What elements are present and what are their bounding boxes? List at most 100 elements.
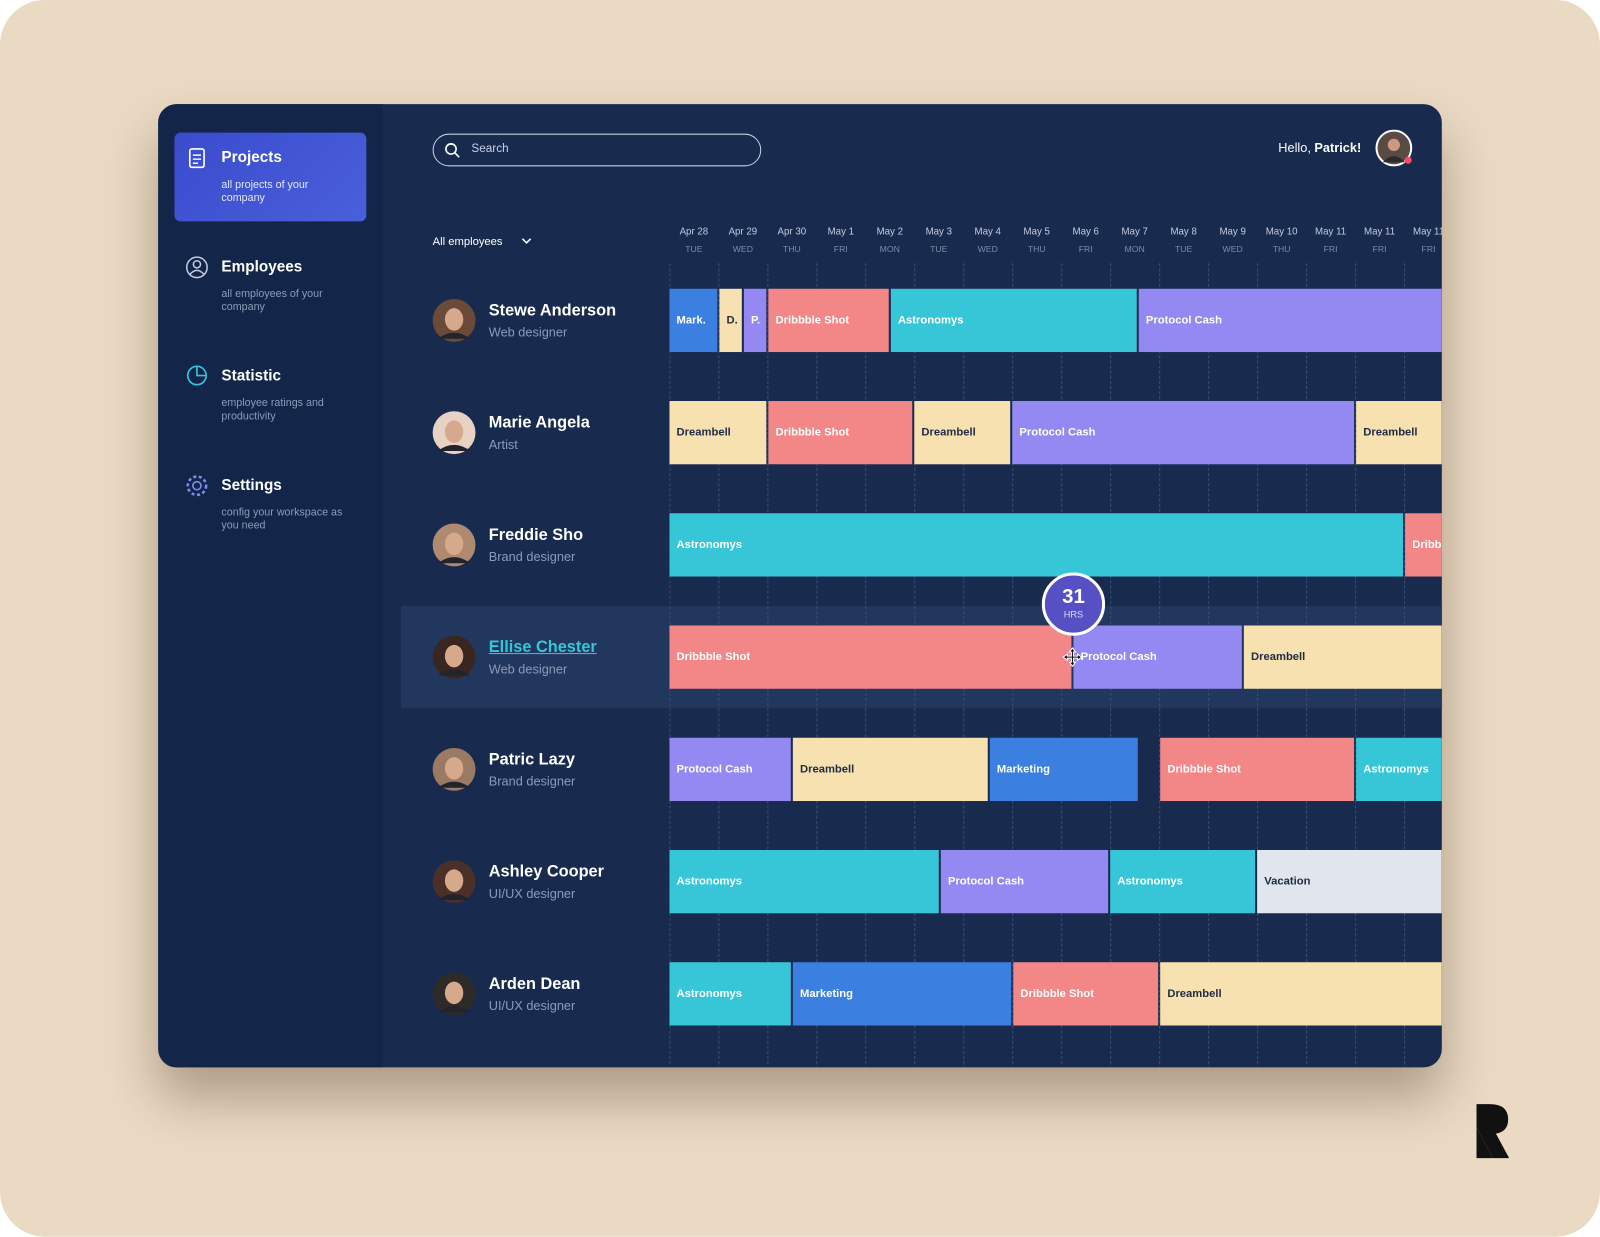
sidebar [158, 104, 383, 1068]
task-bar[interactable]: Marketing [989, 737, 1138, 802]
date-label: May 6 [1072, 226, 1099, 238]
task-bar[interactable]: Astronomys [1110, 849, 1256, 914]
search-box[interactable] [432, 133, 762, 167]
employee-name[interactable]: Stewe Anderson [488, 302, 617, 320]
user-name: Patrick! [1314, 140, 1362, 156]
task-bar[interactable]: Dribbble Shot [768, 401, 913, 465]
greeting-text: Hello, [1278, 140, 1315, 156]
task-bar[interactable]: Astronomys [669, 962, 791, 1026]
task-bar[interactable]: Protocol Cash [1012, 401, 1355, 465]
day-label: WED [732, 243, 753, 255]
dropdown-chevron[interactable] [520, 237, 532, 247]
date-label: May 9 [1219, 226, 1246, 238]
employee-role: Artist [488, 437, 518, 453]
task-bar[interactable]: Protocol Cash [1073, 625, 1242, 689]
task-bar[interactable]: Dreambell [914, 401, 1011, 465]
task-bar[interactable]: Astronomys [669, 513, 1404, 577]
task-bar[interactable]: Mark. [669, 288, 718, 353]
task-bar[interactable]: Astronomys [669, 849, 939, 914]
employee-role: Brand designer [488, 774, 576, 789]
hours-badge: 31 HRS [1041, 572, 1106, 636]
day-label: WED [977, 243, 998, 255]
employee-name[interactable]: Freddie Sho [488, 526, 584, 544]
day-label: FRI [1078, 243, 1093, 255]
avatar [432, 860, 476, 904]
hours-unit: HRS [1063, 609, 1084, 620]
task-bar[interactable]: Astronomys [890, 288, 1137, 353]
date-label: May 3 [925, 226, 952, 238]
date-label: May 11 [1364, 226, 1396, 238]
date-label: May 4 [974, 226, 1001, 238]
employee-name[interactable]: Ellise Chester [488, 638, 597, 657]
employee-name[interactable]: Patric Lazy [488, 751, 575, 769]
date-label: May 10 [1265, 226, 1298, 238]
day-label: TUE [685, 243, 703, 255]
task-bar[interactable]: Protocol Cash [669, 737, 791, 802]
greeting: Hello, Patrick! [1278, 141, 1361, 155]
day-label: TUE [1174, 243, 1193, 255]
date-label: Apr 28 [679, 226, 709, 238]
task-bar[interactable]: Marketing [792, 962, 1012, 1026]
logo [1476, 1104, 1510, 1159]
employee-name[interactable]: Ashley Cooper [488, 863, 604, 881]
filter[interactable]: All employees [432, 235, 503, 248]
day-label: FRI [1421, 243, 1436, 255]
employee-name[interactable]: Arden Dean [488, 975, 581, 993]
task-bar[interactable]: Dribbble Shot [1160, 737, 1355, 802]
date-label: May 2 [876, 226, 903, 238]
task-bar[interactable]: Dreambell [792, 737, 988, 802]
day-label: FRI [1323, 243, 1338, 255]
employee-role: UI/UX designer [488, 886, 576, 902]
date-label: May 1 [827, 226, 855, 238]
task-bar[interactable]: Vacation [1257, 849, 1442, 914]
employee-role: Brand designer [488, 549, 576, 565]
nav-title[interactable]: Statistic [221, 367, 281, 385]
task-bar[interactable]: D. [719, 288, 742, 353]
task-bar[interactable]: Dreambell [669, 401, 767, 465]
nav-title[interactable]: Settings [221, 476, 282, 494]
task-bar[interactable]: P. [743, 288, 767, 353]
date-label: May 5 [1023, 226, 1050, 238]
search-placeholder[interactable]: Search [471, 142, 509, 156]
task-bar[interactable]: Dribbble Shot [1013, 962, 1159, 1026]
task-bar[interactable]: Dreambell [1243, 625, 1442, 689]
employee-role: UI/UX designer [488, 998, 576, 1014]
day-label: MON [1124, 243, 1145, 255]
avatar [432, 747, 476, 791]
date-label: Apr 30 [777, 226, 807, 238]
nav-title[interactable]: Projects [221, 148, 282, 167]
avatar [432, 523, 476, 567]
task-bar[interactable]: Dribbble Shot [768, 288, 889, 353]
task-bar[interactable]: Protocol Cash [1138, 288, 1442, 353]
avatar [432, 635, 476, 679]
nav-subtitle: all projects of your company [221, 178, 309, 205]
task-bar[interactable]: Dreambell [1160, 962, 1442, 1026]
avatar [432, 972, 476, 1016]
employee-name[interactable]: Marie Angela [488, 414, 590, 432]
task-bar[interactable]: Dribbble Shot [669, 625, 1072, 689]
nav-subtitle: employee ratings and productivity [221, 396, 324, 423]
nav-title[interactable]: Employees [221, 258, 303, 276]
nav-icons [185, 148, 208, 497]
task-bar[interactable]: Astronomys [1356, 737, 1442, 802]
active-nav-bg[interactable] [174, 132, 367, 222]
task-bar[interactable]: Protocol Cash [940, 849, 1109, 914]
avatar [432, 411, 476, 455]
date-label: Apr 29 [728, 226, 758, 238]
day-label: FRI [1372, 243, 1387, 255]
date-label: May 8 [1170, 226, 1197, 238]
nav-subtitle: all employees of your company [221, 287, 323, 314]
employee-role: Web designer [488, 325, 568, 340]
date-label: May 7 [1121, 226, 1148, 238]
hours-value: 31 [1062, 585, 1085, 609]
nav-subtitle: config your workspace as you need [221, 506, 343, 532]
user-avatar[interactable] [1374, 129, 1415, 171]
task-bar[interactable]: Dreambell [1356, 401, 1442, 465]
task-bar[interactable]: Dribbble Shot [1405, 513, 1442, 577]
move-cursor [1062, 647, 1083, 668]
day-label: THU [1272, 243, 1291, 255]
employee-role: Web designer [488, 662, 568, 677]
date-label: May 11 [1413, 226, 1442, 238]
